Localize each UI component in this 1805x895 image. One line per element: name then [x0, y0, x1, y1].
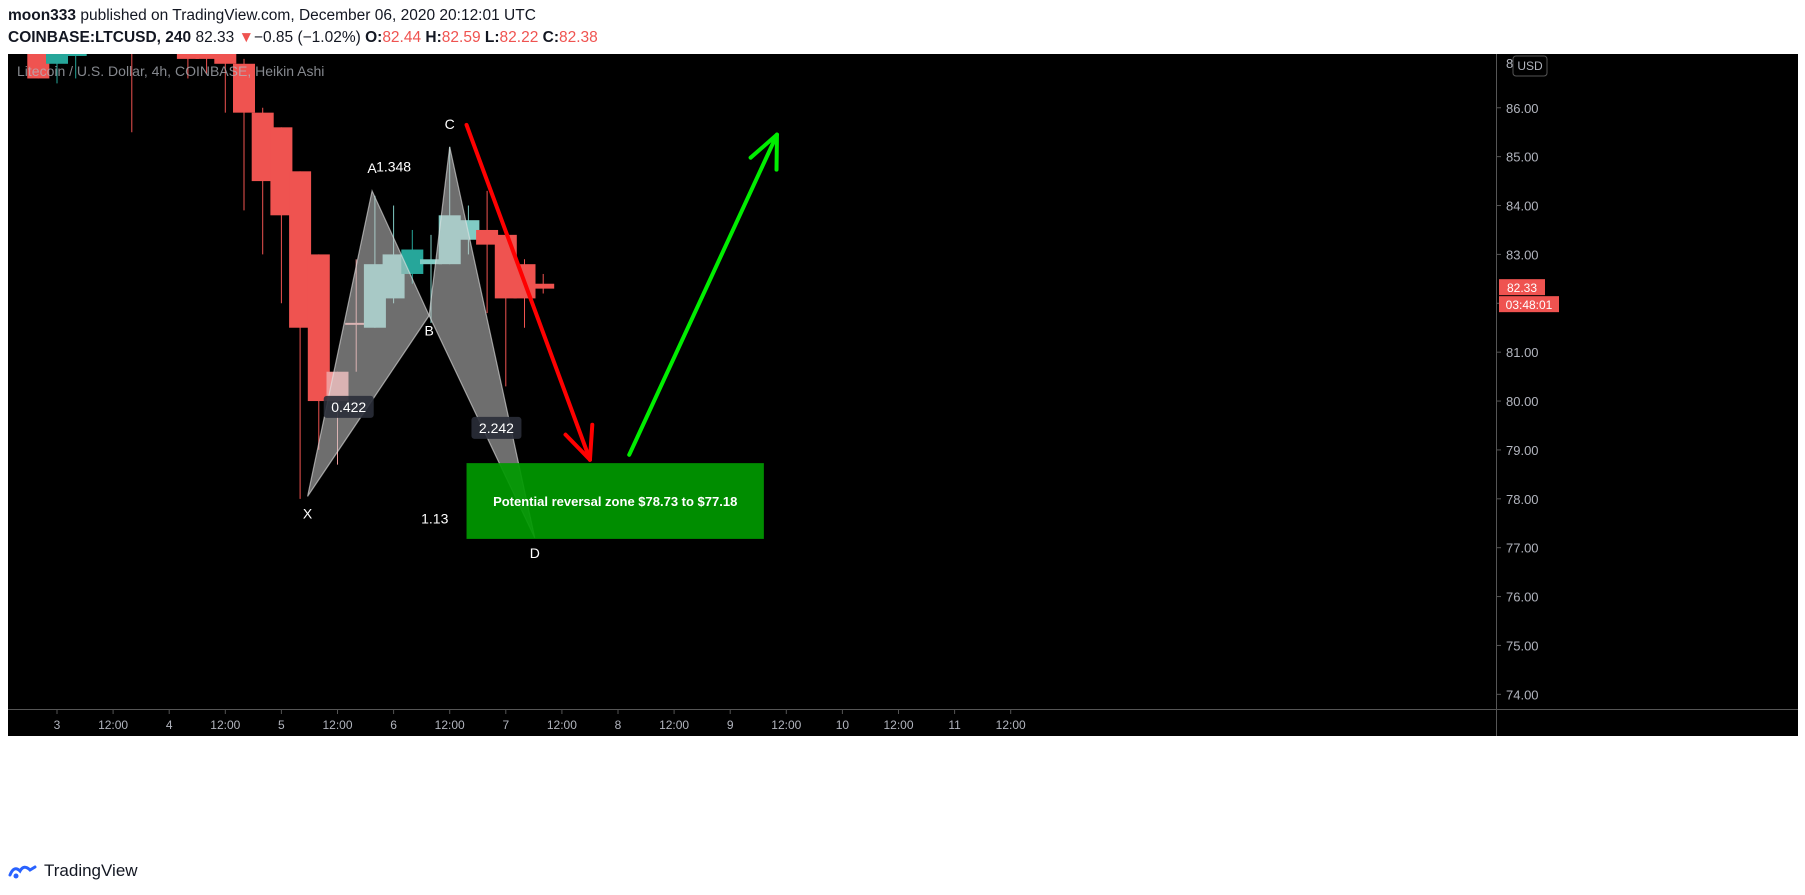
y-tick-label: 75.00: [1506, 638, 1539, 653]
candle-body: [270, 127, 293, 216]
y-top-tick-label: 8: [1506, 56, 1513, 71]
time-axis-background: [8, 709, 1798, 736]
publish-info: moon333 published on TradingView.com, De…: [8, 6, 536, 26]
candle-body: [214, 54, 237, 64]
x-tick-label: 12:00: [322, 718, 352, 732]
arrow-down-head: [563, 432, 592, 462]
ratio-label-box: [471, 416, 522, 439]
candle-body: [289, 171, 312, 328]
candle-body: [176, 54, 199, 59]
open-label: O:: [365, 29, 383, 46]
candle-body: [532, 283, 555, 289]
x-tick-label: 12:00: [435, 718, 465, 732]
high-label: H:: [425, 29, 442, 46]
x-tick-label: 3: [54, 718, 61, 732]
currency-badge: [1512, 55, 1548, 77]
x-tick-label: 12:00: [547, 718, 577, 732]
close-label: C:: [542, 29, 559, 46]
price-chart[interactable]: Potential reversal zone $78.73 to $77.18…: [8, 54, 1798, 849]
y-tick-label: 86.00: [1506, 101, 1539, 116]
x-tick-label: 5: [278, 718, 285, 732]
reversal-zone-label: Potential reversal zone $78.73 to $77.18: [493, 494, 737, 509]
x-tick-label: 12:00: [98, 718, 128, 732]
y-tick-label: 84.00: [1506, 199, 1539, 214]
candle-body: [251, 112, 274, 182]
candle-body: [307, 254, 330, 402]
pattern-point-d: D: [530, 545, 540, 561]
y-tick-label: 80.00: [1506, 394, 1539, 409]
x-tick-label: 12:00: [996, 718, 1026, 732]
symbol-label: COINBASE:LTCUSD, 240: [8, 29, 192, 46]
last-price-tag: [1499, 279, 1545, 296]
arrow-down-head: [587, 422, 595, 462]
chart-title: Litecoin / U.S. Dollar, 4h, COINBASE, He…: [17, 63, 324, 79]
currency-label: USD: [1517, 59, 1543, 73]
x-tick-label: 4: [166, 718, 173, 732]
y-tick-label: 77.00: [1506, 541, 1539, 556]
y-tick-label: 76.00: [1506, 590, 1539, 605]
plot-background: [8, 54, 1496, 709]
x-tick-label: 11: [948, 718, 961, 732]
pattern-point-a: A: [367, 160, 377, 176]
symbol-info: COINBASE:LTCUSD, 240 82.33 ▼−0.85 (−1.02…: [8, 28, 598, 48]
x-tick-label: 10: [836, 718, 850, 732]
x-tick-label: 12:00: [771, 718, 801, 732]
y-tick-label: 74.00: [1506, 687, 1539, 702]
arrow-up: [627, 132, 779, 457]
ratio-label: 1.13: [421, 510, 448, 526]
close-value: 82.38: [559, 29, 598, 46]
reversal-zone: [466, 463, 764, 539]
pattern-point-c: C: [445, 116, 455, 132]
arrow-up-head: [748, 132, 779, 160]
y-tick-label: 78.00: [1506, 492, 1539, 507]
arrow-down: [464, 122, 592, 462]
x-tick-label: 7: [502, 718, 509, 732]
last-price: 82.33: [195, 29, 235, 46]
high-value: 82.59: [441, 29, 481, 46]
pattern-point-x: X: [303, 505, 313, 521]
pattern-point-b: B: [424, 323, 433, 339]
x-tick-label: 12:00: [883, 718, 913, 732]
candle-body: [195, 54, 218, 59]
countdown-label: 03:48:01: [1506, 298, 1553, 312]
countdown-tag: [1499, 296, 1559, 313]
candle-body: [233, 63, 255, 113]
tradingview-logo-icon[interactable]: [8, 861, 38, 881]
chart-layer: Potential reversal zone $78.73 to $77.18…: [27, 54, 779, 561]
y-tick-label: 83.00: [1506, 247, 1539, 262]
x-tick-label: 8: [615, 718, 622, 732]
ratio-label-box: [323, 395, 374, 418]
footer: TradingView: [8, 858, 138, 884]
ratio-label: 1.348: [376, 158, 411, 174]
y-tick-label: 85.00: [1506, 150, 1539, 165]
candle-body: [420, 259, 442, 265]
change-arrow-icon: ▼: [238, 29, 254, 46]
low-label: L:: [484, 29, 500, 46]
candle-body: [27, 54, 50, 79]
y-tick-label: 79.00: [1506, 443, 1539, 458]
y-tick-label: 81.00: [1506, 345, 1539, 360]
plot-area: [8, 54, 1496, 709]
ratio-label: 0.422: [331, 399, 366, 415]
low-value: 82.22: [499, 29, 539, 46]
x-tick-label: 12:00: [210, 718, 240, 732]
ratio-label: 2.242: [479, 420, 514, 436]
author-name[interactable]: moon333: [8, 7, 77, 24]
open-value: 82.44: [382, 29, 422, 46]
x-tick-label: 6: [390, 718, 397, 732]
x-tick-label: 12:00: [659, 718, 689, 732]
candle-body: [476, 229, 499, 245]
x-tick-label: 9: [727, 718, 734, 732]
tradingview-brand[interactable]: TradingView: [44, 861, 138, 880]
candle-body: [46, 54, 68, 64]
last-price-label: 82.33: [1507, 281, 1537, 295]
publish-text: published on TradingView.com, December 0…: [80, 7, 536, 24]
candle-body: [64, 54, 87, 56]
price-change: −0.85 (−1.02%): [253, 29, 361, 46]
price-axis-background: [1496, 54, 1798, 709]
